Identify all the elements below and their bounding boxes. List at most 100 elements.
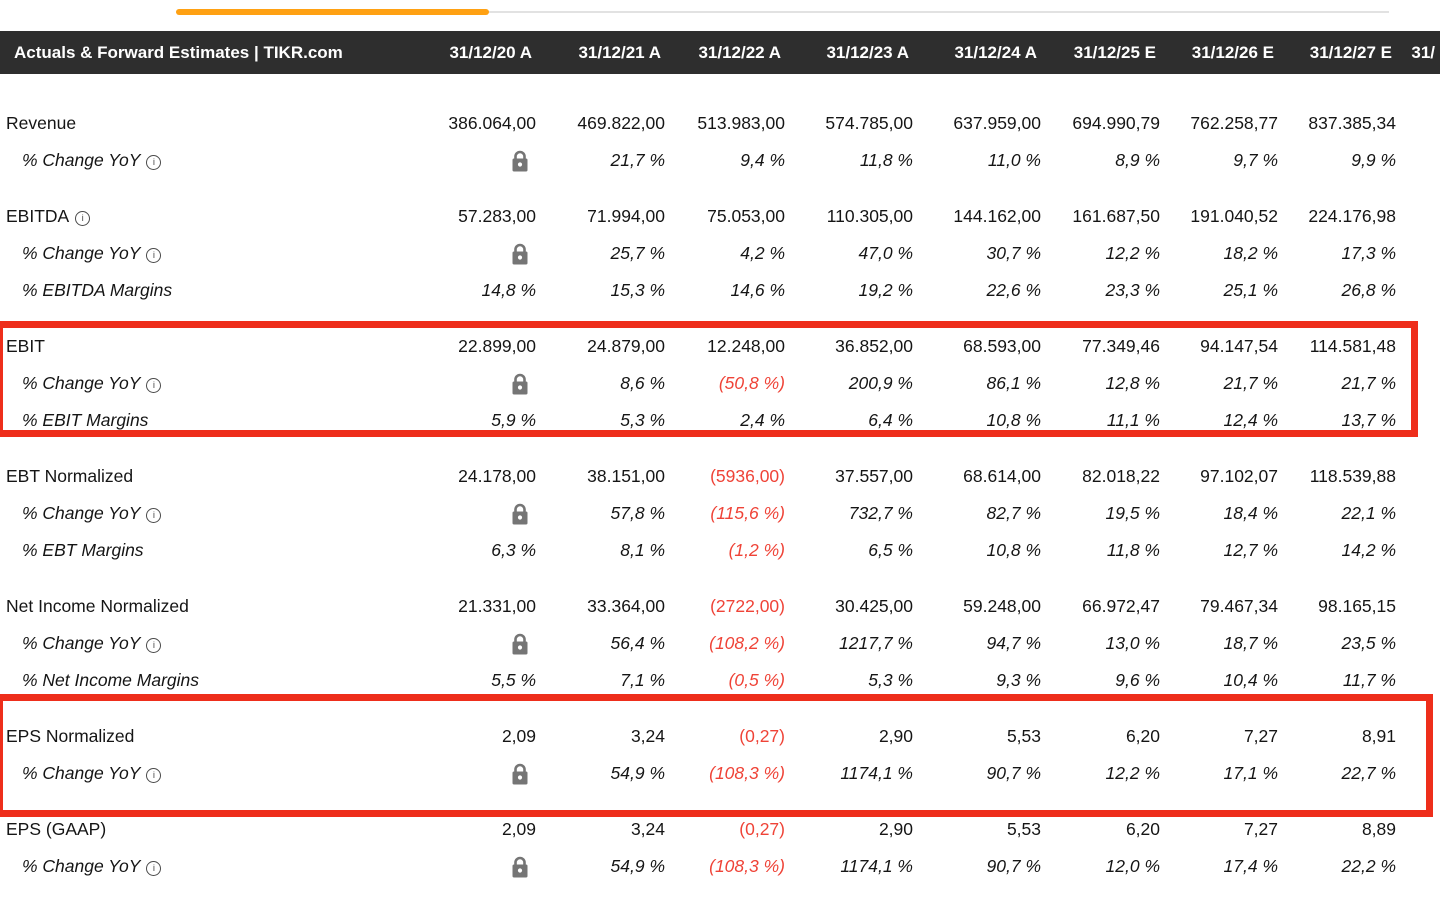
value-cell: 7,27 [1243,726,1278,746]
column-header-6: 31/12/26 E [1191,42,1274,62]
table-row: EBIT 22.899,00 24.879,00 12.248,00 36.852,00… [0,328,1440,365]
value-cell: 59.248,00 [963,596,1041,616]
horizontal-scrollbar-thumb[interactable] [176,9,489,15]
row-label: EBT Normalized [6,466,134,486]
value-cell: 24.879,00 [587,336,665,356]
lock-icon [512,150,528,171]
value-cell: 144.162,00 [953,206,1041,226]
info-icon[interactable]: i [146,378,162,394]
value-cell: (0,27) [739,819,785,839]
value-cell: 86,1 % [986,373,1041,393]
value-cell: 13,0 % [1105,633,1160,653]
value-cell: (1,2 %) [728,540,785,560]
info-icon[interactable]: i [75,211,91,227]
row-group-2-highlighted: EBIT 22.899,00 24.879,00 12.248,00 36.852,00… [0,328,1440,439]
value-cell: 837.385,34 [1308,113,1396,133]
value-cell: 12,7 % [1223,540,1278,560]
value-cell: 17,3 % [1341,243,1396,263]
info-icon[interactable]: i [146,768,162,784]
value-cell: 161.687,50 [1072,206,1160,226]
value-cell: 200,9 % [848,373,913,393]
value-cell: 114.581,48 [1309,336,1396,356]
table-row: Net Income Normalized 21.331,00 33.364,00 (… [0,588,1440,625]
row-group-3: EBT Normalized 24.178,00 38.151,00 (5936,00… [0,458,1440,569]
value-cell [410,242,537,266]
row-label-cell: % Change YoY i [0,243,410,264]
value-cell: 14,8 % [481,280,536,300]
row-label-cell: % Change YoY i [0,856,410,877]
table-row: % Change YoY i 8,6 % (50,8 %) 200,9 % 86,1 % 1… [0,365,1440,402]
value-cell [410,372,537,396]
value-cell: 56,4 % [610,633,665,653]
value-cell: 5,3 % [620,410,665,430]
column-header-0: 31/12/20 A [449,42,532,62]
row-label-cell: Revenue [0,113,410,134]
value-cell: 694.990,79 [1072,113,1160,133]
row-label: Revenue [6,113,77,133]
value-cell: 82,7 % [986,503,1041,523]
value-cell: 21,7 % [1223,373,1278,393]
value-cell: 22,6 % [986,280,1041,300]
value-cell: (50,8 %) [718,373,785,393]
row-label-cell: EPS Normalized [0,726,410,747]
value-cell: 68.593,00 [963,336,1041,356]
table-row: % Change YoY i 25,7 % 4,2 % 47,0 % 30,7 % 12,2… [0,235,1440,272]
value-cell: 66.972,47 [1082,596,1160,616]
info-icon[interactable]: i [146,861,162,877]
lock-icon [512,763,528,784]
value-cell: 22,7 % [1341,763,1396,783]
value-cell [410,762,537,786]
info-icon[interactable]: i [146,638,162,654]
info-icon[interactable]: i [146,248,162,264]
value-cell: (115,6 %) [710,503,785,523]
value-cell: 90,7 % [986,856,1041,876]
row-label: EBIT [6,336,45,356]
value-cell: 54,9 % [610,856,665,876]
table-row: % EBIT Margins 5,9 % 5,3 % 2,4 % 6,4 % 10,8 %… [0,402,1440,439]
row-label: EBITDA [6,205,70,226]
column-header-8: 31/ [1411,42,1435,62]
row-label-cell: % Net Income Margins [0,670,410,691]
horizontal-scrollbar-track[interactable] [176,9,1389,15]
value-cell: 5,9 % [491,410,536,430]
value-cell: 23,3 % [1105,280,1160,300]
value-cell: 19,5 % [1105,503,1160,523]
value-cell: 6,20 [1125,819,1160,839]
value-cell: 57.283,00 [458,206,536,226]
info-icon[interactable]: i [146,508,162,524]
value-cell: 30.425,00 [835,596,913,616]
table-title: Actuals & Forward Estimates | TIKR.com [14,42,343,62]
row-label: Net Income Normalized [6,596,189,616]
value-cell: 25,1 % [1223,280,1278,300]
value-cell: 30,7 % [986,243,1041,263]
row-label: % Change YoY [22,149,141,170]
row-label: % EBIT Margins [22,410,149,430]
row-label-cell: Net Income Normalized [0,596,410,617]
column-header-5: 31/12/25 E [1073,42,1156,62]
value-cell: 9,7 % [1233,150,1278,170]
value-cell: 57,8 % [610,503,665,523]
value-cell: 18,7 % [1223,633,1278,653]
value-cell: 97.102,07 [1200,466,1278,486]
value-cell: 10,8 % [986,540,1041,560]
value-cell: 6,20 [1125,726,1160,746]
row-label-cell: EPS (GAAP) [0,819,410,840]
value-cell: 513.983,00 [697,113,785,133]
value-cell: 11,7 % [1342,670,1396,690]
lock-icon [512,373,528,394]
value-cell: 71.994,00 [587,206,665,226]
row-label-cell: % Change YoY i [0,503,410,524]
value-cell: 7,27 [1243,819,1278,839]
value-cell: 3,24 [630,819,665,839]
value-cell: 2,4 % [740,410,785,430]
value-cell: 21,7 % [1341,373,1396,393]
row-label-cell: % Change YoY i [0,373,410,394]
row-label-cell: % Change YoY i [0,633,410,654]
info-icon[interactable]: i [146,155,162,171]
value-cell: 13,7 % [1341,410,1396,430]
value-cell [410,632,537,656]
value-cell: 38.151,00 [587,466,665,486]
value-cell: 12,2 % [1105,763,1160,783]
value-cell: 7,1 % [620,670,665,690]
row-group-1: EBITDA i 57.283,00 71.994,00 75.053,00 110.30… [0,198,1440,309]
